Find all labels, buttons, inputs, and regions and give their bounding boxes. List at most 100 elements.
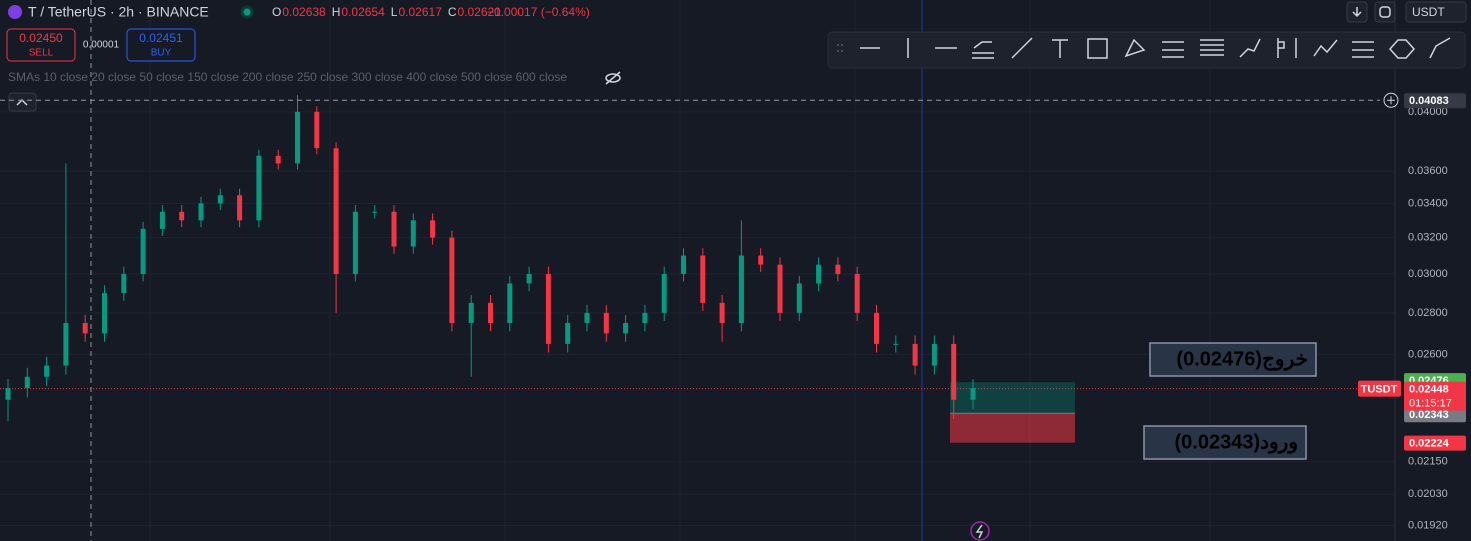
candle-body [488, 302, 493, 324]
countdown: 01:15:17 [1409, 398, 1452, 410]
ohlc-value: 0.02621 [458, 5, 502, 19]
candle-body [545, 273, 551, 344]
currency: USDT [1412, 5, 1445, 19]
sell-price: 0.02450 [19, 31, 63, 45]
crosshair-plus-icon [1387, 96, 1395, 105]
candle-body [430, 220, 436, 238]
y-tick-label: 0.03000 [1408, 268, 1448, 280]
y-tick-label: 0.03400 [1408, 197, 1448, 209]
candle-body [256, 155, 262, 221]
hide-icon[interactable] [605, 71, 621, 85]
reset-button[interactable] [1374, 1, 1396, 23]
drawing-toolbar [827, 31, 1466, 69]
candle-body [140, 228, 146, 274]
change: −0.00017 (−0.64%) [487, 5, 590, 19]
candle-body [758, 255, 764, 265]
alert-bolt [975, 524, 984, 539]
candle-body [121, 273, 127, 294]
sell-label: SELL [29, 48, 54, 59]
y-tick-label: 0.02030 [1408, 488, 1448, 500]
price-label-box [1404, 435, 1466, 451]
candle-body [738, 255, 744, 324]
candle-body [5, 388, 11, 400]
collapse-button[interactable] [8, 92, 37, 112]
annotation-box [1149, 342, 1317, 377]
position-tool [950, 382, 1075, 443]
candle-body [468, 302, 474, 324]
price-label: 0.02224 [1409, 438, 1450, 450]
candle-body [179, 211, 185, 221]
candle-body [854, 273, 860, 313]
symbol-tag-box [1358, 380, 1401, 397]
ohlc-legend: O 0.02638 H 0.02654 L 0.02617 C 0.02621 [272, 5, 501, 19]
candle-body [507, 283, 513, 324]
candle-body [777, 264, 783, 313]
candle-body [24, 376, 30, 389]
candle-body [410, 220, 416, 247]
symbol-title[interactable]: T / TetherUS · 2h · BINANCE [28, 4, 209, 20]
ohlc-key: H [332, 5, 341, 19]
indicator-legend[interactable]: SMAs 10 close 20 close 50 close 150 clos… [8, 70, 567, 84]
sell-button[interactable] [6, 28, 76, 62]
spread: 0.00001 [83, 40, 120, 51]
candle-body [352, 211, 358, 274]
symbol-tag: TUSDT [1361, 384, 1398, 396]
price-axis [1395, 0, 1471, 541]
y-tick-label: 0.03600 [1408, 165, 1448, 177]
candle-body [700, 255, 706, 303]
buy-label: BUY [151, 48, 172, 59]
buy-price: 0.02451 [139, 31, 183, 45]
candle-body [931, 343, 937, 366]
price-axis-labels: 0.04000 0.03600 0.03400 0.03200 0.03000 0.028… [1408, 106, 1448, 532]
y-tick-label: 0.03200 [1408, 232, 1448, 244]
annotation-box [1143, 425, 1307, 460]
market-status [240, 5, 254, 19]
currency-button[interactable] [1405, 1, 1467, 23]
alert-icon[interactable] [970, 521, 990, 541]
symbol-logo [8, 5, 22, 19]
ohlc-key: L [391, 5, 398, 19]
target-zone [950, 382, 1075, 414]
y-tick-label: 0.02600 [1408, 349, 1448, 361]
price-label-box [1404, 407, 1466, 423]
ohlc-value: 0.02617 [398, 5, 442, 19]
candle-body [584, 312, 590, 324]
grid [0, 111, 1395, 527]
y-tick-label: 0.02800 [1408, 307, 1448, 319]
price-label-box [1404, 93, 1466, 109]
last-price-box [1404, 381, 1466, 411]
candle-body [526, 273, 532, 284]
candle-body [565, 323, 571, 344]
stop-zone [950, 413, 1075, 443]
candle-body [874, 312, 879, 344]
candle-body [623, 323, 629, 334]
candle-body [719, 302, 725, 324]
candle-body [314, 111, 320, 149]
annotation: ورود(0.02343) [1174, 431, 1298, 454]
candle-body [449, 237, 455, 324]
candle-body [275, 155, 281, 164]
candle-body [970, 388, 976, 400]
candle-body [951, 343, 957, 400]
candle-body [681, 255, 686, 274]
y-tick-label: 0.02150 [1408, 456, 1448, 468]
price-label: 0.02343 [1409, 409, 1449, 421]
candle-body [102, 293, 107, 334]
ohlc-value: 0.02638 [282, 5, 326, 19]
buy-button[interactable] [126, 28, 196, 62]
price-label: 0.04083 [1409, 95, 1449, 107]
candle-body [198, 203, 204, 221]
candle-body [333, 148, 339, 274]
ohlc-value: 0.02654 [341, 5, 385, 19]
ohlc-key: O [272, 5, 281, 19]
candle-body [237, 195, 243, 221]
candle-body [603, 312, 609, 334]
annotation: خروج(0.02476) [1176, 348, 1308, 371]
toolbar-icons[interactable] [837, 37, 1451, 59]
candle-body [893, 343, 899, 345]
candle-body [661, 273, 667, 313]
candle-body [82, 323, 88, 334]
y-tick-label: 0.04000 [1408, 106, 1448, 118]
